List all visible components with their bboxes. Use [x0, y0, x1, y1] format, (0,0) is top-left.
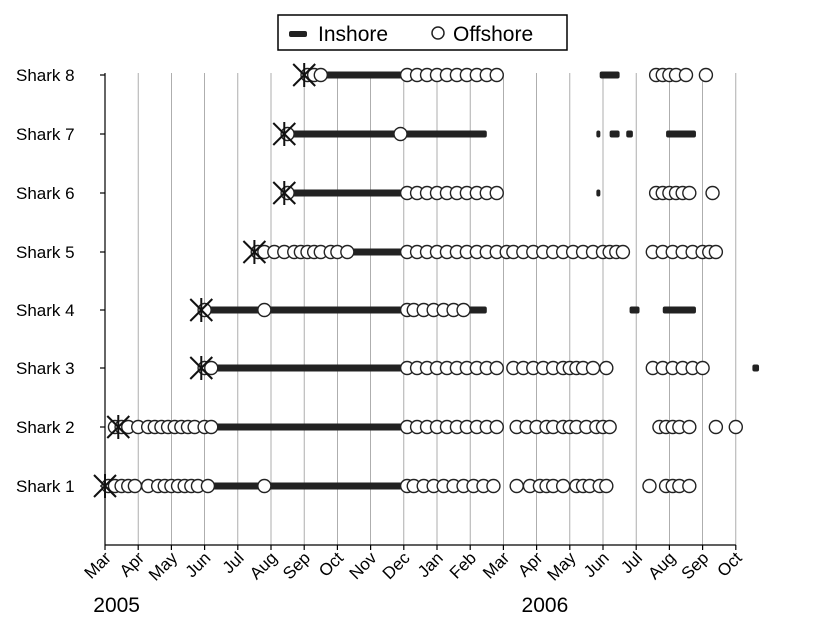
offshore-point: [642, 478, 657, 494]
offshore-point: [489, 185, 504, 201]
x-tick-label: Mar: [479, 548, 513, 582]
offshore-point: [728, 419, 743, 435]
offshore-point: [615, 244, 631, 260]
x-tick-label: Aug: [246, 548, 281, 583]
offshore-point: [489, 360, 504, 376]
x-tick-label: Aug: [644, 548, 679, 583]
y-tick-label: Shark 1: [16, 477, 75, 496]
inshore-segment: [626, 130, 633, 138]
legend-offshore-marker: [431, 26, 445, 40]
offshore-point: [599, 360, 614, 376]
x-tick-label: Jun: [580, 548, 613, 581]
x-tick-label: Oct: [713, 548, 745, 580]
x-tick-label: Nov: [346, 548, 381, 583]
shark-row: [292, 63, 714, 87]
x-tick-label: Jun: [182, 548, 215, 581]
offshore-point: [489, 419, 504, 435]
offshore-point: [204, 360, 219, 376]
y-tick-label: Shark 6: [16, 184, 75, 203]
shark-row: [242, 240, 724, 264]
shark-row: [272, 181, 720, 205]
x-tick-label: Dec: [379, 548, 414, 583]
offshore-point: [698, 67, 714, 83]
x-tick-label: Sep: [678, 548, 713, 583]
inshore-segment: [662, 306, 696, 314]
y-tick-label: Shark 4: [16, 301, 75, 320]
offshore-point: [682, 185, 697, 201]
offshore-point: [257, 478, 272, 494]
x-tick-label: Mar: [81, 548, 115, 582]
offshore-point: [313, 67, 328, 83]
y-tick-labels: Shark 1 Shark 2 Shark 3 Shark 4 Shark 5 Shark…: [16, 66, 75, 496]
shark-row: [106, 415, 743, 439]
offshore-point: [695, 360, 710, 376]
x-tick-label: May: [543, 548, 579, 584]
y-tick-label: Shark 2: [16, 418, 75, 437]
legend: Inshore Offshore: [277, 14, 568, 51]
x-tick-label: Jul: [219, 548, 248, 577]
offshore-point: [705, 185, 720, 201]
inshore-segment: [284, 130, 487, 138]
shark-row: [93, 474, 697, 498]
offshore-point: [257, 302, 272, 318]
x-tick-label: Jan: [414, 548, 447, 581]
inshore-segment: [629, 306, 640, 314]
offshore-point: [682, 419, 697, 435]
year-label: 2006: [522, 594, 569, 617]
offshore-point: [708, 419, 724, 435]
offshore-point: [489, 67, 504, 83]
offshore-point: [585, 360, 601, 376]
year-label: 2005: [93, 594, 140, 617]
offshore-point: [678, 67, 694, 83]
inshore-segment: [666, 130, 696, 138]
offshore-point: [602, 419, 617, 435]
legend-box: [277, 14, 568, 51]
offshore-point: [456, 302, 471, 318]
offshore-point: [555, 478, 571, 494]
offshore-point: [200, 478, 216, 494]
offshore-point: [599, 478, 614, 494]
offshore-point: [682, 478, 697, 494]
y-tick-label: Shark 5: [16, 243, 75, 262]
x-tick-label: Sep: [279, 548, 314, 583]
inshore-segment: [596, 130, 601, 138]
shark-row: [189, 356, 760, 380]
offshore-point: [708, 244, 724, 260]
legend-inshore-marker: [289, 31, 307, 37]
legend-inshore-label: Inshore: [318, 23, 388, 46]
y-tick-label: Shark 7: [16, 125, 75, 144]
x-tick-label: Feb: [446, 548, 480, 582]
x-tick-label: Jul: [617, 548, 646, 577]
inshore-segment: [609, 130, 620, 138]
offshore-point: [509, 478, 524, 494]
series-layer: [93, 63, 760, 498]
x-tick-label: Oct: [315, 548, 347, 580]
offshore-point: [340, 244, 355, 260]
legend-offshore-label: Offshore: [453, 23, 533, 46]
offshore-point: [486, 478, 501, 494]
inshore-segment: [599, 71, 620, 79]
inshore-segment: [596, 189, 601, 197]
axes: [100, 73, 737, 550]
y-tick-label: Shark 8: [16, 66, 75, 85]
shark-row: [272, 122, 696, 146]
x-tick-label: May: [145, 548, 181, 584]
offshore-point: [393, 126, 408, 142]
shark-row: [189, 298, 696, 322]
y-tick-label: Shark 3: [16, 359, 75, 378]
inshore-segment: [752, 364, 760, 372]
x-tick-label: Apr: [116, 548, 148, 580]
x-tick-label: Apr: [514, 548, 546, 580]
offshore-point: [204, 419, 219, 435]
offshore-point: [127, 478, 143, 494]
